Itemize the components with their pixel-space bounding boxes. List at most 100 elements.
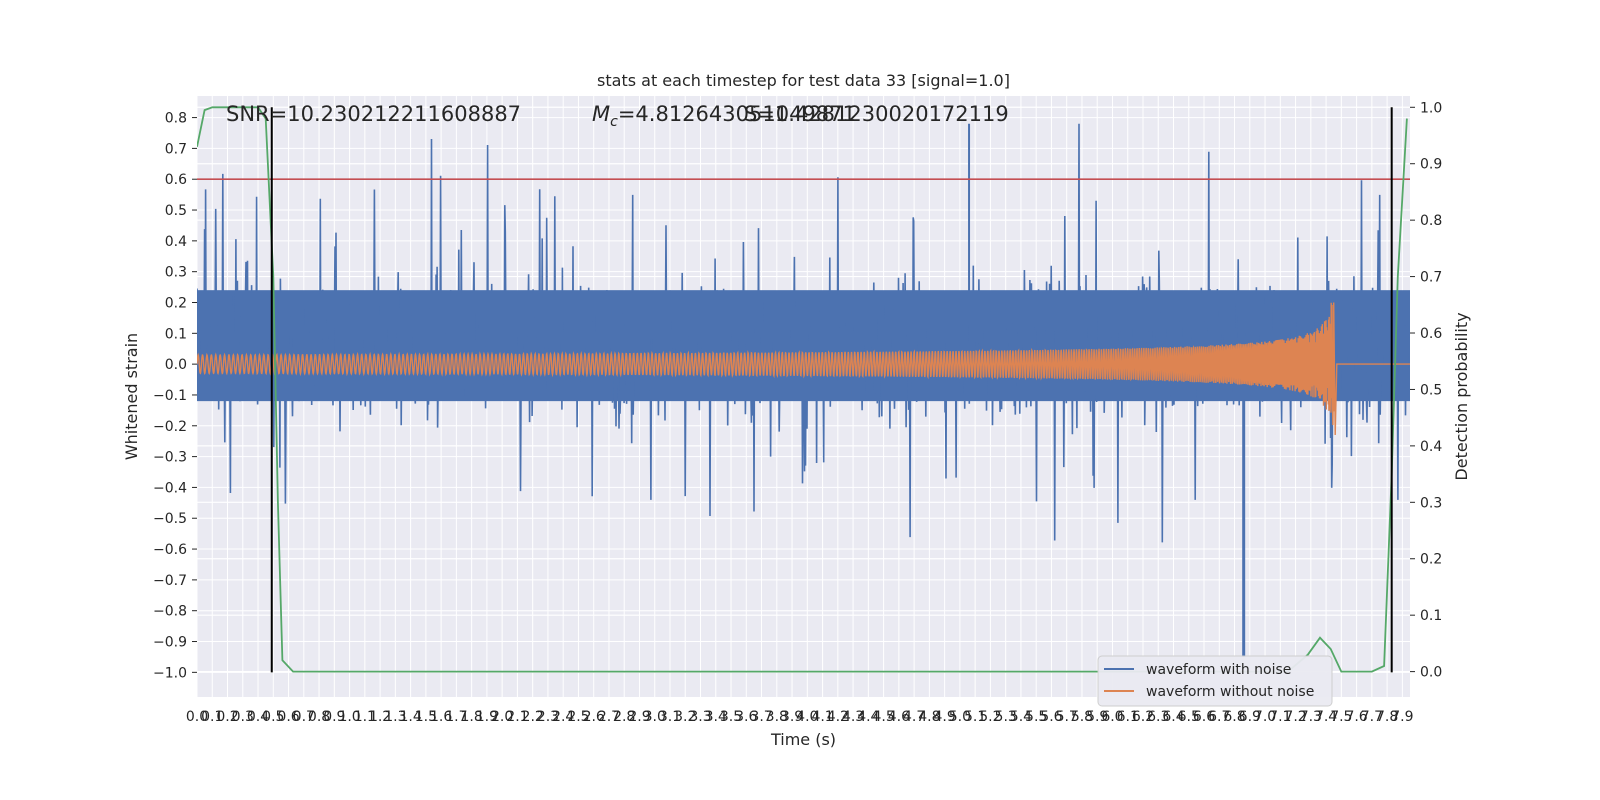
x-tick-label: 5.8: [1071, 709, 1093, 725]
x-tick-label: 1.7: [445, 709, 467, 725]
x-tick-label: 6.8: [1223, 709, 1245, 725]
x-tick-label: 3.6: [735, 709, 757, 725]
y-right-tick-label: 0.1: [1420, 608, 1442, 624]
y-tick-label: −0.8: [153, 604, 187, 620]
chart-title: stats at each timestep for test data 33 …: [597, 71, 1010, 90]
y-tick-label: −0.9: [153, 635, 187, 651]
y-right-tick-label: 0.6: [1420, 326, 1442, 342]
x-tick-label: 7.6: [1345, 709, 1367, 725]
y-tick-label: 0.4: [165, 234, 187, 250]
x-tick-label: 1.1: [354, 709, 376, 725]
x-tick-label: 7.9: [1391, 709, 1413, 725]
y-right-tick-label: 1.0: [1420, 100, 1442, 116]
y-right-tick-label: 0.3: [1420, 495, 1442, 511]
x-tick-label: 6.2: [1132, 709, 1154, 725]
x-tick-label: 6.4: [1162, 709, 1184, 725]
legend-label: waveform without noise: [1146, 684, 1314, 700]
x-tick-label: 2.2: [522, 709, 544, 725]
y-right-tick-label: 0.5: [1420, 382, 1442, 398]
x-tick-label: 0.2: [216, 709, 238, 725]
x-tick-label: 3.2: [674, 709, 696, 725]
x-tick-label: 4.9: [934, 709, 956, 725]
x-tick-label: 0.8: [308, 709, 330, 725]
overlap-annotation: S=1.4281230020172119: [744, 102, 1009, 126]
x-tick-label: 4.5: [872, 709, 894, 725]
y-tick-label: −0.2: [153, 419, 187, 435]
x-tick-label: 0.9: [323, 709, 345, 725]
x-tick-label: 3.9: [781, 709, 803, 725]
x-tick-label: 4.0: [796, 709, 818, 725]
x-tick-label: 6.0: [1101, 709, 1123, 725]
x-tick-label: 5.0: [949, 709, 971, 725]
y-tick-label: 0.0: [165, 357, 187, 373]
y-right-tick-label: 0.4: [1420, 439, 1442, 455]
series-waveform-without-noise: [197, 302, 1410, 436]
x-tick-label: 2.9: [628, 709, 650, 725]
x-tick-label: 0.7: [293, 709, 315, 725]
x-tick-label: 5.9: [1086, 709, 1108, 725]
x-tick-label: 3.8: [766, 709, 788, 725]
x-tick-label: 3.3: [689, 709, 711, 725]
x-tick-label: 1.9: [476, 709, 498, 725]
y-right-tick-labels: 1.0 0.9 0.8 0.7 0.6 0.5 0.4 0.3 0.2 0.1 0.0: [1410, 100, 1442, 681]
x-tick-label: 7.8: [1376, 709, 1398, 725]
x-tick-label: 5.3: [995, 709, 1017, 725]
y-tick-label: 0.2: [165, 295, 187, 311]
x-tick-label: 2.0: [491, 709, 513, 725]
x-tick-label: 2.3: [537, 709, 559, 725]
x-tick-label: 5.1: [964, 709, 986, 725]
series-layer: [197, 106, 1410, 673]
y-tick-label: 0.3: [165, 265, 187, 281]
y-tick-label: −0.1: [153, 388, 187, 404]
x-tick-label: 4.6: [888, 709, 910, 725]
x-tick-label: 6.1: [1117, 709, 1139, 725]
x-tick-label: 7.5: [1330, 709, 1352, 725]
x-tick-label: 0.6: [277, 709, 299, 725]
y-tick-label: −0.6: [153, 542, 187, 558]
x-tick-label: 3.7: [750, 709, 772, 725]
x-tick-label: 0.3: [232, 709, 254, 725]
x-tick-label: 5.4: [1010, 709, 1032, 725]
x-tick-label: 5.6: [1040, 709, 1062, 725]
y-right-tick-label: 0.8: [1420, 213, 1442, 229]
x-tick-label: 1.4: [399, 709, 421, 725]
chirp-mass-annotation: Mc=4.812643051049871: [592, 102, 856, 130]
x-tick-label: 1.8: [461, 709, 483, 725]
y-tick-label: 0.1: [165, 326, 187, 342]
y-tick-label: 0.6: [165, 172, 187, 188]
y-tick-label: 0.7: [165, 141, 187, 157]
legend: waveform with noise waveform without nois…: [1097, 655, 1333, 707]
y-tick-label: −0.3: [153, 450, 187, 466]
x-tick-label: 3.1: [659, 709, 681, 725]
y-right-tick-label: 0.2: [1420, 552, 1442, 568]
x-tick-label: 3.5: [720, 709, 742, 725]
x-tick-label: 4.2: [827, 709, 849, 725]
y-tick-label: −0.7: [153, 573, 187, 589]
y-right-tick-label: 0.7: [1420, 270, 1442, 286]
x-tick-label: 7.7: [1361, 709, 1383, 725]
x-tick-label: 1.6: [430, 709, 452, 725]
y-tick-label: −1.0: [153, 665, 187, 681]
x-tick-label: 5.7: [1056, 709, 1078, 725]
x-tick-label: 7.0: [1254, 709, 1276, 725]
x-tick-label: 6.6: [1193, 709, 1215, 725]
x-tick-label: 1.3: [384, 709, 406, 725]
legend-label: waveform with noise: [1146, 662, 1291, 678]
x-tick-label: 2.1: [506, 709, 528, 725]
x-tick-label: 2.4: [552, 709, 574, 725]
x-tick-label: 6.7: [1208, 709, 1230, 725]
x-tick-label: 2.5: [567, 709, 589, 725]
x-tick-label: 0.4: [247, 709, 269, 725]
y-tick-label: 0.5: [165, 203, 187, 219]
x-tick-label: 3.0: [644, 709, 666, 725]
x-tick-label: 1.5: [415, 709, 437, 725]
y-right-axis-label: Detection probability: [1452, 312, 1471, 480]
x-tick-label: 0.1: [201, 709, 223, 725]
y-tick-label: 0.8: [165, 111, 187, 127]
x-tick-label: 5.5: [1025, 709, 1047, 725]
x-tick-labels: 0.00.10.20.30.40.50.60.70.80.91.01.11.21…: [186, 709, 1414, 725]
x-tick-label: 6.9: [1239, 709, 1261, 725]
x-axis-label: Time (s): [770, 730, 836, 749]
x-tick-label: 6.5: [1178, 709, 1200, 725]
y-tick-label: −0.4: [153, 480, 187, 496]
